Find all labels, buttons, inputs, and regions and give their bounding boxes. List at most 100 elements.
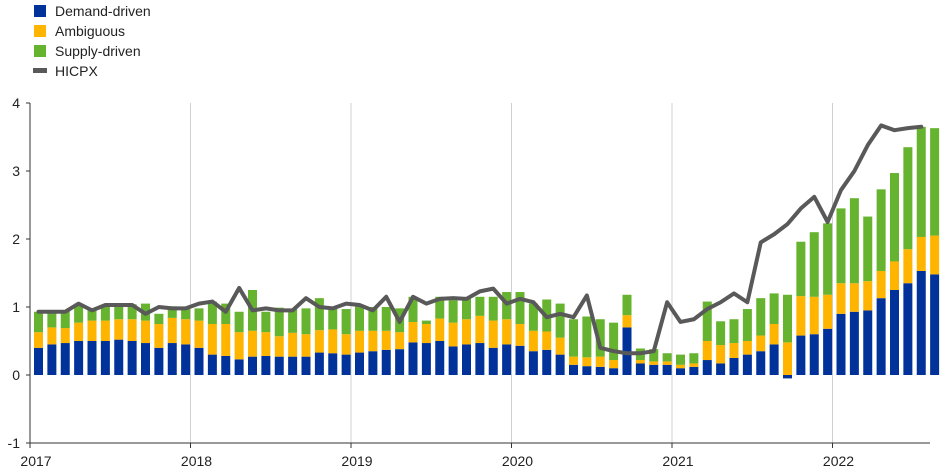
x-tick-label: 2018 <box>181 453 212 469</box>
bar-demand-driven <box>689 366 699 375</box>
bar-ambiguous <box>662 361 672 365</box>
bar-ambiguous <box>635 360 645 364</box>
bar-supply-driven <box>127 304 137 320</box>
bar-supply-driven <box>114 305 124 320</box>
x-tick-label: 2020 <box>502 453 533 469</box>
y-tick-label: 3 <box>12 163 20 179</box>
bar-ambiguous <box>355 330 364 353</box>
bar-demand-driven <box>154 347 164 375</box>
bar-supply-driven <box>488 296 498 321</box>
bar-demand-driven <box>809 334 819 375</box>
bar-supply-driven <box>408 296 418 322</box>
x-tick-label: 2022 <box>823 453 854 469</box>
bar-ambiguous <box>248 330 257 357</box>
bar-demand-driven <box>100 341 110 375</box>
bar-supply-driven <box>930 128 940 236</box>
bar-demand-driven <box>716 363 726 375</box>
legend-swatch-demand-driven <box>34 5 46 17</box>
bar-ambiguous <box>328 329 338 354</box>
x-tick-label: 2017 <box>20 453 51 469</box>
bar-ambiguous <box>783 342 792 375</box>
bar-ambiguous <box>649 361 659 365</box>
bar-demand-driven <box>34 347 43 375</box>
bar-demand-driven <box>916 270 926 375</box>
bar-ambiguous <box>823 294 833 329</box>
bar-supply-driven <box>622 294 632 316</box>
y-tick-label: 0 <box>12 367 20 383</box>
bar-supply-driven <box>916 126 926 237</box>
bar-supply-driven <box>288 309 298 333</box>
bar-ambiguous <box>676 364 685 369</box>
bar-demand-driven <box>462 344 471 375</box>
bar-ambiguous <box>903 249 913 284</box>
bar-demand-driven <box>742 354 752 375</box>
bar-ambiguous <box>849 283 859 312</box>
bar-supply-driven <box>314 298 324 331</box>
bar-supply-driven <box>194 308 204 321</box>
bar-ambiguous <box>502 319 512 345</box>
bar-demand-driven <box>863 310 873 375</box>
bar-supply-driven <box>100 304 110 321</box>
bar-ambiguous <box>742 341 752 355</box>
bar-demand-driven <box>47 344 57 375</box>
y-tick-label: -1 <box>8 435 21 451</box>
bar-ambiguous <box>515 324 525 346</box>
bar-supply-driven <box>221 303 231 324</box>
bar-supply-driven <box>849 198 859 284</box>
bar-ambiguous <box>100 320 110 341</box>
bar-demand-driven <box>890 290 899 375</box>
bar-ambiguous <box>301 334 311 357</box>
bar-supply-driven <box>328 307 338 330</box>
bar-ambiguous <box>622 315 632 328</box>
bar-ambiguous <box>756 335 766 352</box>
bar-demand-driven <box>488 347 498 375</box>
bar-supply-driven <box>716 321 726 346</box>
bar-ambiguous <box>114 319 124 340</box>
bar-supply-driven <box>702 301 712 341</box>
bar-supply-driven <box>809 232 819 297</box>
bar-supply-driven <box>836 208 846 284</box>
bar-ambiguous <box>916 236 926 271</box>
bar-demand-driven <box>756 351 766 375</box>
bar-demand-driven <box>876 298 886 375</box>
bar-ambiguous <box>341 334 351 355</box>
bar-ambiguous <box>462 319 471 345</box>
bar-supply-driven <box>421 320 431 324</box>
bar-demand-driven <box>569 364 578 375</box>
bar-ambiguous <box>555 337 565 355</box>
bar-demand-driven <box>395 349 405 375</box>
bar-supply-driven <box>649 349 659 362</box>
bar-demand-driven <box>288 356 298 375</box>
bar-ambiguous <box>261 332 271 356</box>
bar-ambiguous <box>221 324 231 356</box>
bar-ambiguous <box>207 324 217 355</box>
bar-supply-driven <box>555 303 565 338</box>
bar-demand-driven <box>622 327 632 375</box>
bar-ambiguous <box>836 283 846 314</box>
bar-ambiguous <box>796 296 806 336</box>
bar-demand-driven <box>903 283 913 375</box>
bar-demand-driven <box>301 356 311 375</box>
bar-demand-driven <box>435 341 445 375</box>
bar-ambiguous <box>542 331 552 350</box>
bar-supply-driven <box>729 319 739 344</box>
bar-demand-driven <box>769 344 779 375</box>
bar-ambiguous <box>395 332 405 350</box>
bar-demand-driven <box>542 349 552 375</box>
bar-demand-driven <box>475 343 485 375</box>
bar-supply-driven <box>595 319 605 357</box>
bar-supply-driven <box>448 300 458 323</box>
bar-demand-driven <box>849 311 859 375</box>
bar-supply-driven <box>154 313 164 324</box>
bar-supply-driven <box>609 322 619 361</box>
bar-supply-driven <box>60 311 70 329</box>
bar-ambiguous <box>127 319 137 341</box>
bar-ambiguous <box>809 296 819 335</box>
bar-supply-driven <box>783 294 792 343</box>
bar-supply-driven <box>475 296 485 316</box>
bar-demand-driven <box>582 366 592 375</box>
bar-supply-driven <box>796 241 806 297</box>
bar-supply-driven <box>355 304 364 331</box>
bar-supply-driven <box>742 309 752 341</box>
